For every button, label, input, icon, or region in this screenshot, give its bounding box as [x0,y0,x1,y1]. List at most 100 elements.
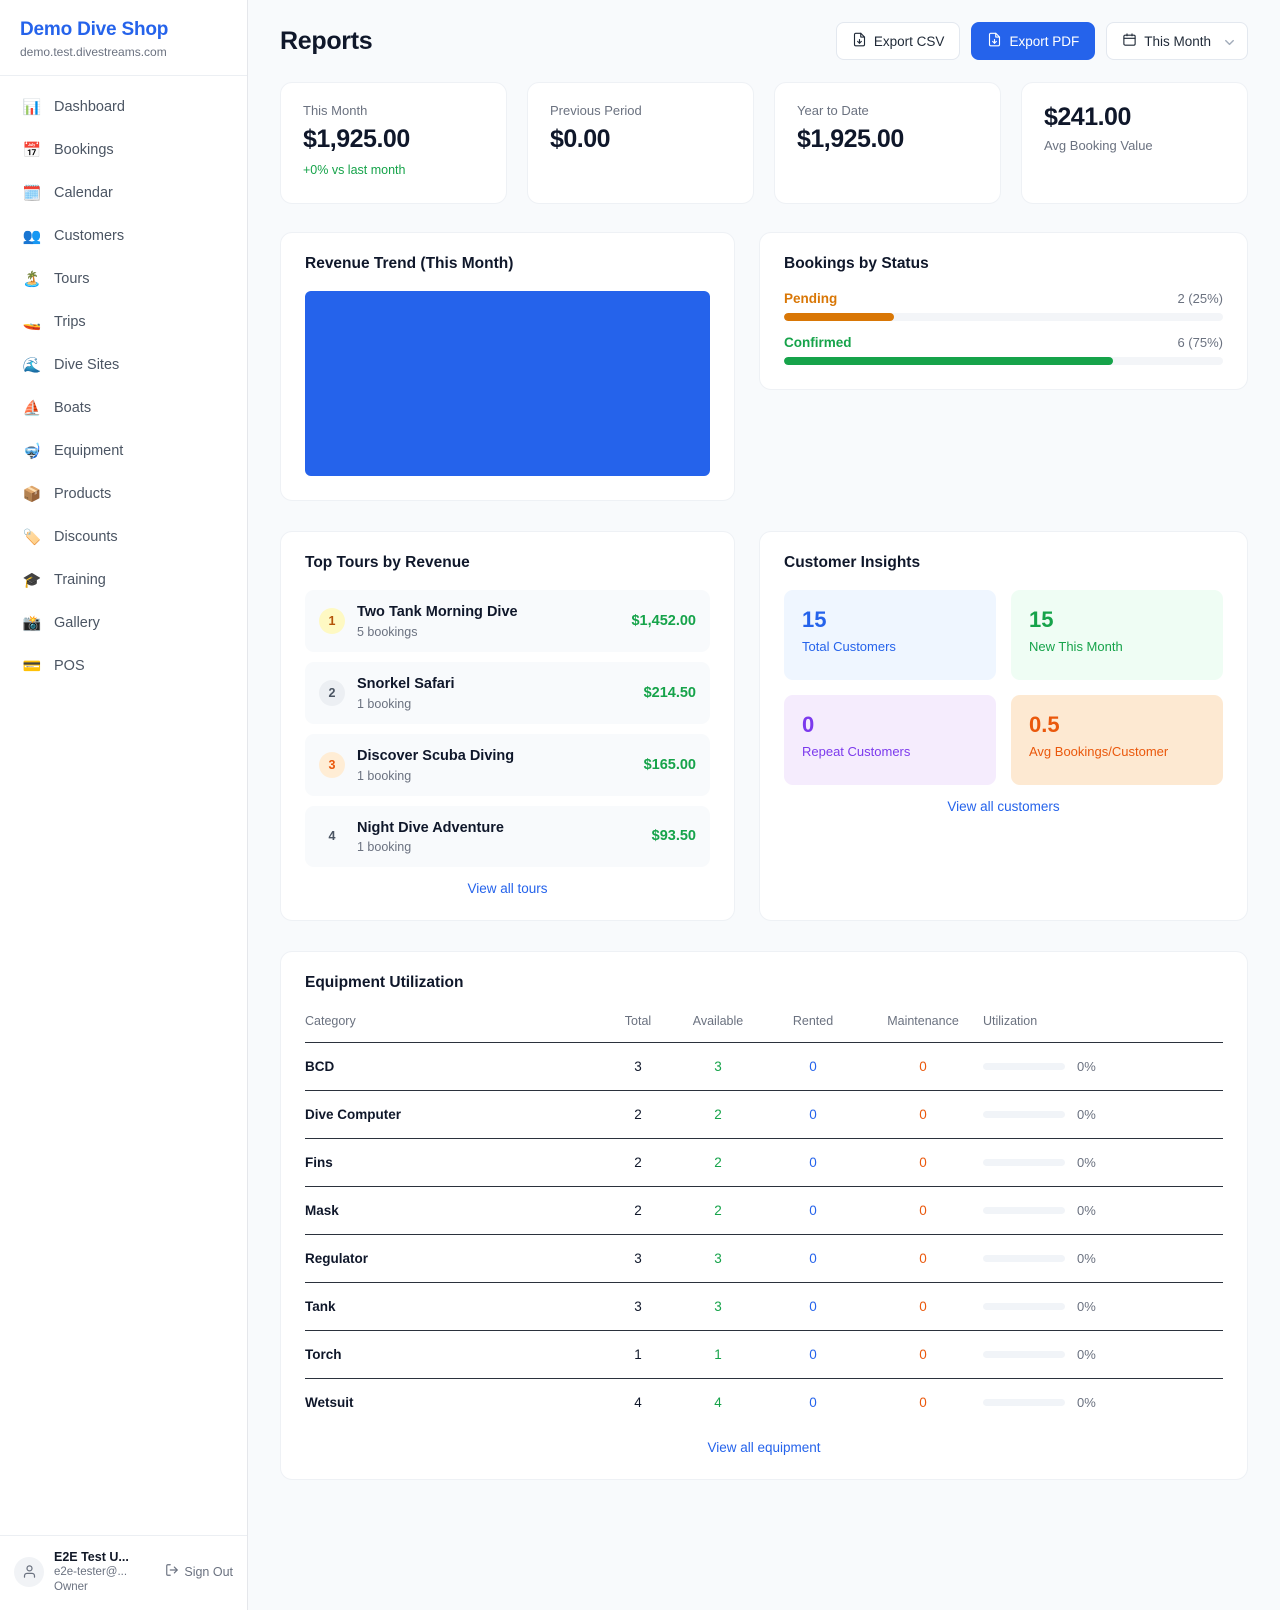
tour-name: Snorkel Safari [357,675,455,692]
sidebar-item-boats[interactable]: ⛵ Boats [0,387,247,430]
export-pdf-button[interactable]: Export PDF [971,22,1096,60]
sidebar-item-dashboard[interactable]: 📊 Dashboard [0,86,247,129]
customer-insights-title: Customer Insights [784,554,921,571]
cell-available: 3 [673,1042,763,1091]
cell-total: 2 [603,1138,673,1187]
equipment-utilization-title: Equipment Utilization [305,974,464,992]
sidebar-item-calendar[interactable]: 🗓️ Calendar [0,172,247,215]
view-all-tours-link[interactable]: View all tours [467,881,548,897]
cell-total: 3 [603,1282,673,1331]
chevron-down-icon [1222,35,1235,48]
sign-out-label: Sign Out [184,1564,233,1579]
cell-total: 2 [603,1186,673,1235]
cell-utilization: 0% [983,1234,1223,1283]
revenue-trend-card: Revenue Trend (This Month) [280,232,735,501]
sidebar-item-discounts[interactable]: 🏷️ Discounts [0,516,247,559]
status-list: Pending 2 (25%) Confirmed 6 (75%) [784,291,1223,365]
tour-revenue: $1,452.00 [631,612,696,629]
status-row: Pending 2 (25%) [784,291,1223,321]
cell-category: Mask [305,1186,603,1235]
tours-insights-row: Top Tours by Revenue 1 Two Tank Morning D… [280,531,1248,922]
utilization-percent: 0% [1077,1251,1096,1267]
kpi-label: Year to Date [797,103,869,118]
cell-utilization: 0% [983,1090,1223,1139]
cell-category: Dive Computer [305,1090,603,1139]
period-select[interactable]: This Month [1106,22,1248,60]
tours-icon: 🏝️ [22,270,42,288]
header-actions: Export CSV Export PDF [835,22,1248,60]
utilization-bar [983,1063,1065,1071]
insight-caption: Avg Bookings/Customer [1029,744,1169,760]
view-all-equipment-link[interactable]: View all equipment [707,1440,821,1456]
main-content: Reports Export CSV [248,0,1280,1610]
sidebar-item-products[interactable]: 📦 Products [0,473,247,516]
cell-category: Fins [305,1138,603,1187]
col-category: Category [305,1014,356,1029]
cell-utilization: 0% [983,1330,1223,1379]
brand-block[interactable]: Demo Dive Shop demo.test.divestreams.com [0,0,247,76]
cell-maintenance: 0 [863,1330,983,1379]
user-profile-block[interactable]: E2E Test U... e2e-tester@... Owner Sign … [0,1534,247,1610]
export-csv-button[interactable]: Export CSV [835,22,961,60]
kpi-value: $1,925.00 [303,125,410,153]
utilization-percent: 0% [1077,1059,1096,1075]
sidebar-nav: 📊 Dashboard 📅 Bookings 🗓️ Calendar 👥 Customers 🏝… [0,76,247,692]
list-item[interactable]: 1 Two Tank Morning Dive 5 bookings $1,452.0… [305,590,710,652]
status-row: Confirmed 6 (75%) [784,335,1223,365]
list-item[interactable]: 3 Discover Scuba Diving 1 booking $165.00 [305,733,710,796]
sidebar-item-equipment[interactable]: 🤿 Equipment [0,430,247,473]
cell-category: Tank [305,1282,603,1331]
status-label: Confirmed [784,335,852,350]
cell-rented: 0 [763,1330,863,1379]
equipment-table-body: BCD 3 3 0 0 0% Dive Computer 2 2 0 0 0% Fins 2 2 0 0 0% Ma… [305,1042,1223,1427]
col-maintenance: Maintenance [887,1014,959,1029]
cell-category: Regulator [305,1234,603,1283]
rank-badge: 1 [319,607,345,634]
cell-rented: 0 [763,1090,863,1139]
cell-utilization: 0% [983,1282,1223,1331]
file-download-icon [987,32,1002,50]
utilization-bar [983,1351,1065,1359]
status-progress-fill [784,313,894,321]
utilization-percent: 0% [1077,1107,1096,1123]
col-available: Available [692,1014,744,1029]
utilization-percent: 0% [1077,1155,1096,1171]
sidebar-item-bookings[interactable]: 📅 Bookings [0,129,247,172]
utilization-percent: 0% [1077,1299,1096,1315]
utilization-bar [983,1111,1065,1119]
cell-rented: 0 [763,1234,863,1283]
tour-bookings: 1 booking [357,768,412,783]
sidebar-item-trips[interactable]: 🚤 Trips [0,301,247,344]
sidebar-item-tours[interactable]: 🏝️ Tours [0,258,247,301]
sidebar-item-label: Dashboard [54,99,125,116]
sidebar-item-gallery[interactable]: 📸 Gallery [0,602,247,645]
page-title: Reports [280,26,373,55]
list-item[interactable]: 4 Night Dive Adventure 1 booking $93.50 [305,805,710,868]
sign-out-button[interactable]: Sign Out [165,1563,233,1580]
cell-utilization: 0% [983,1378,1223,1427]
charts-row: Revenue Trend (This Month) Bookings by S… [280,232,1248,501]
brand-subdomain: demo.test.divestreams.com [20,44,167,59]
sidebar-item-label: Calendar [54,185,113,202]
sidebar-item-pos[interactable]: 💳 POS [0,645,247,688]
list-item[interactable]: 2 Snorkel Safari 1 booking $214.50 [305,661,710,724]
cell-rented: 0 [763,1282,863,1331]
sidebar-item-label: Boats [54,400,92,417]
rank-badge: 3 [319,751,345,778]
sidebar-item-training[interactable]: 🎓 Training [0,559,247,602]
cell-utilization: 0% [983,1138,1223,1187]
tour-bookings: 1 booking [357,840,412,855]
sidebar-item-customers[interactable]: 👥 Customers [0,215,247,258]
customer-insights-card: Customer Insights 15 Total Customers 15 New… [759,531,1248,922]
discounts-icon: 🏷️ [22,528,42,546]
insight-card: 0.5 Avg Bookings/Customer [1011,695,1223,785]
view-all-customers-link[interactable]: View all customers [947,799,1060,814]
kpi-row: This Month $1,925.00 +0% vs last month Prev… [280,82,1248,204]
cell-category: BCD [305,1042,603,1091]
sidebar-item-dive-sites[interactable]: 🌊 Dive Sites [0,344,247,387]
cell-utilization: 0% [983,1042,1223,1091]
export-csv-label: Export CSV [873,33,945,49]
cell-category: Wetsuit [305,1378,603,1427]
top-tours-title: Top Tours by Revenue [305,554,470,571]
cell-available: 3 [673,1234,763,1283]
